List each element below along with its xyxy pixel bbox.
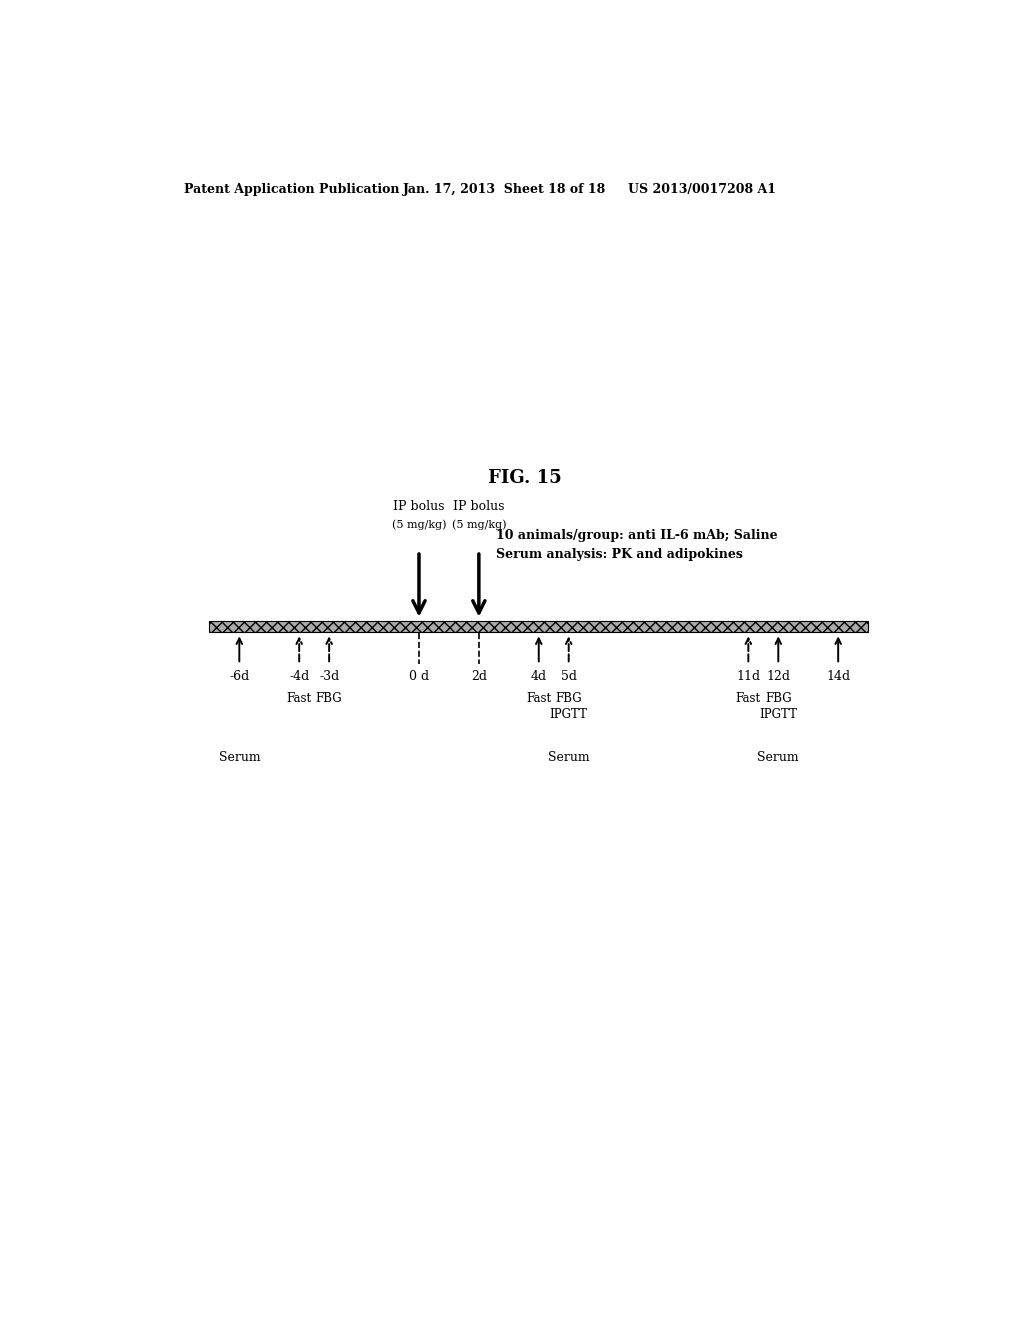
Text: Jan. 17, 2013  Sheet 18 of 18: Jan. 17, 2013 Sheet 18 of 18 — [403, 183, 606, 197]
Text: FBG
IPGTT: FBG IPGTT — [550, 692, 588, 721]
Text: 4d: 4d — [530, 671, 547, 684]
Text: FBG: FBG — [315, 692, 342, 705]
Text: Serum: Serum — [758, 751, 799, 764]
Text: FIG. 15: FIG. 15 — [487, 469, 562, 487]
Text: Fast: Fast — [736, 692, 761, 705]
Text: -3d: -3d — [319, 671, 339, 684]
Text: IP bolus: IP bolus — [453, 499, 505, 512]
Text: Serum: Serum — [548, 751, 590, 764]
Text: US 2013/0017208 A1: US 2013/0017208 A1 — [628, 183, 776, 197]
Text: FBG
IPGTT: FBG IPGTT — [759, 692, 798, 721]
Text: 2d: 2d — [471, 671, 486, 684]
Text: 0 d: 0 d — [409, 671, 429, 684]
Text: Serum: Serum — [218, 751, 260, 764]
Text: 10 animals/group: anti IL-6 mAb; Saline: 10 animals/group: anti IL-6 mAb; Saline — [496, 529, 777, 543]
Text: -6d: -6d — [229, 671, 250, 684]
Text: 11d: 11d — [736, 671, 761, 684]
Text: -4d: -4d — [289, 671, 309, 684]
Text: 5d: 5d — [561, 671, 577, 684]
Text: (5 mg/kg): (5 mg/kg) — [392, 519, 446, 529]
Text: 12d: 12d — [766, 671, 791, 684]
Text: Fast: Fast — [526, 692, 551, 705]
Text: (5 mg/kg): (5 mg/kg) — [452, 519, 506, 529]
Bar — [209, 622, 868, 632]
Text: Patent Application Publication: Patent Application Publication — [183, 183, 399, 197]
Text: IP bolus: IP bolus — [393, 499, 444, 512]
Text: Serum analysis: PK and adipokines: Serum analysis: PK and adipokines — [496, 548, 742, 561]
Text: 14d: 14d — [826, 671, 850, 684]
Text: Fast: Fast — [287, 692, 311, 705]
